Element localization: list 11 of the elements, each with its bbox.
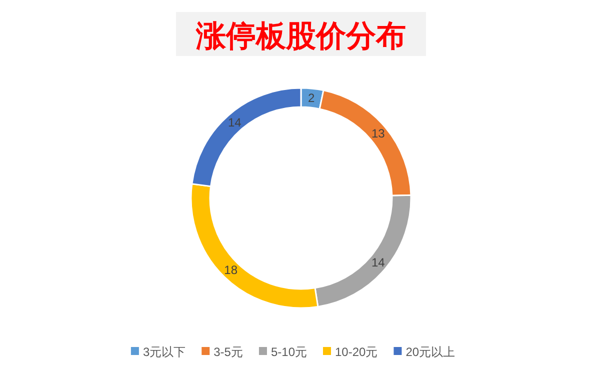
chart-title: 涨停板股价分布	[195, 20, 406, 53]
data-label: 13	[371, 126, 386, 141]
data-label: 14	[228, 116, 242, 130]
legend-label: 5-10元	[270, 345, 307, 359]
legend-label: 20元以上	[406, 345, 456, 359]
data-label: 14	[371, 255, 386, 270]
legend-label: 3元以下	[142, 345, 186, 359]
legend-label: 3-5元	[214, 345, 243, 359]
data-label: 18	[224, 262, 238, 277]
legend-label: 10-20元	[335, 345, 378, 359]
data-label: 2	[308, 91, 315, 106]
